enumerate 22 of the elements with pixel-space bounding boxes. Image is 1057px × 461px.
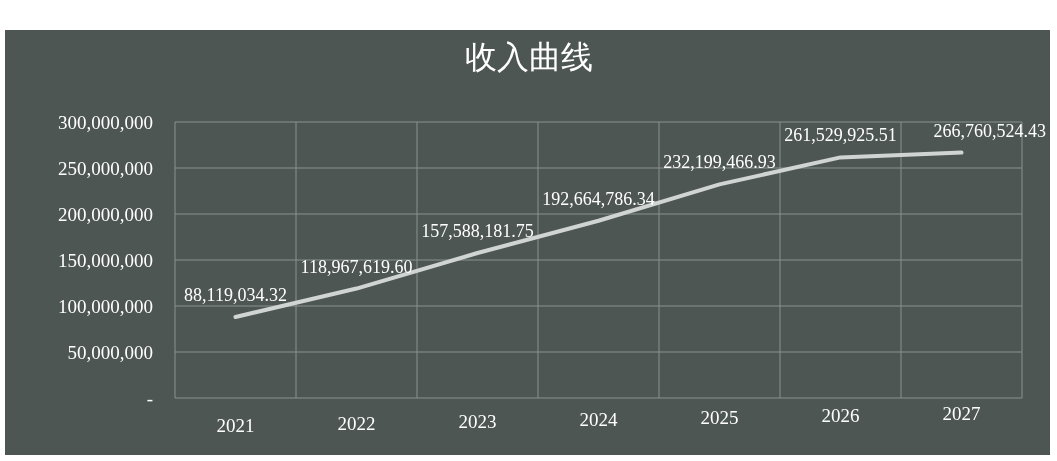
y-tick-label: 300,000,000 [58, 112, 153, 133]
x-tick-label: 2025 [700, 407, 739, 428]
x-tick-label: 2024 [579, 409, 618, 430]
y-tick-label: 50,000,000 [67, 342, 153, 363]
x-tick-label: 2021 [216, 415, 255, 436]
data-label: 261,529,925.51 [784, 125, 897, 146]
x-tick-label: 2026 [821, 405, 860, 426]
x-tick-label: 2022 [337, 413, 376, 434]
data-label: 118,967,619.60 [300, 256, 413, 277]
data-label: 157,588,181.75 [421, 221, 534, 242]
y-tick-label: 100,000,000 [58, 296, 153, 317]
data-label: 192,664,786.34 [542, 188, 655, 209]
y-tick-label: 150,000,000 [58, 250, 153, 271]
data-label: 88,119,034.32 [184, 284, 287, 305]
y-tick-label: 200,000,000 [58, 204, 153, 225]
x-tick-label: 2027 [942, 403, 981, 424]
chart-title: 收入曲线 [464, 39, 593, 75]
data-label: 232,199,466.93 [663, 152, 776, 173]
y-tick-label: 250,000,000 [58, 158, 153, 179]
data-label: 266,760,524.43 [933, 120, 1046, 141]
y-tick-label: - [146, 388, 153, 409]
x-tick-label: 2023 [458, 411, 497, 432]
